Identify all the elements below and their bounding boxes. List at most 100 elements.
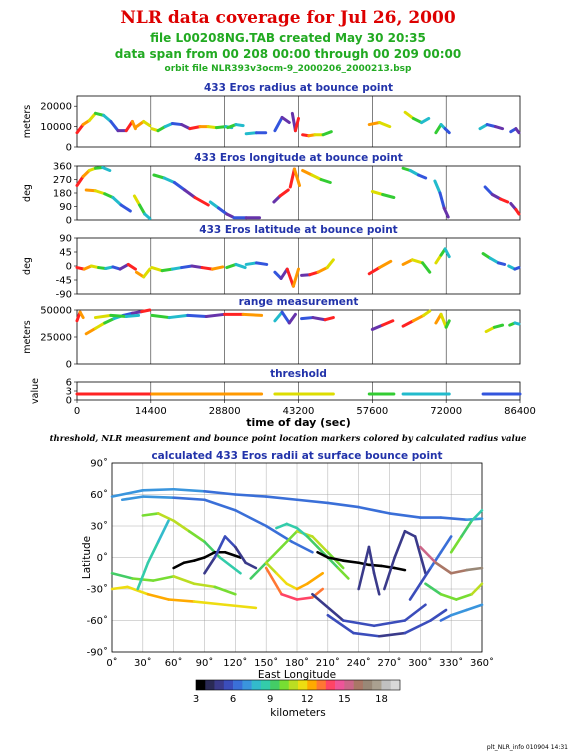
surface-track — [439, 592, 458, 601]
data-segment — [152, 173, 166, 180]
data-segment — [408, 169, 420, 177]
data-segment — [367, 266, 382, 276]
data-segment — [244, 131, 258, 136]
data-segment — [170, 122, 184, 127]
surface-track — [383, 556, 396, 591]
y-axis-label: deg — [22, 257, 33, 275]
map-y-tick-label: 0˚ — [97, 552, 108, 564]
surface-track — [295, 526, 309, 538]
surface-track — [326, 501, 360, 509]
surface-track — [326, 556, 345, 562]
y-tick-label: 3 — [66, 387, 72, 398]
y-tick-label: 45 — [59, 248, 72, 259]
data-segment — [150, 266, 164, 273]
data-segment — [234, 123, 245, 128]
surface-track — [439, 516, 468, 522]
x-axis-label: time of day (sec) — [246, 416, 351, 429]
surface-track — [203, 490, 237, 496]
data-segment — [126, 262, 137, 271]
data-segment — [87, 111, 97, 122]
map-x-tick-label: 90˚ — [196, 657, 214, 669]
surface-track — [465, 603, 484, 612]
data-segment — [444, 319, 451, 329]
map-y-tick-label: -90˚ — [87, 647, 108, 659]
surface-track — [470, 582, 484, 596]
panel-title-1: 433 Eros longitude at bounce point — [194, 152, 403, 164]
surface-track — [311, 535, 330, 554]
surface-track — [264, 545, 283, 565]
surface-track — [146, 592, 170, 601]
colorbar-swatch — [251, 680, 262, 690]
surface-track — [408, 582, 422, 601]
data-segment — [403, 110, 415, 120]
data-segment — [124, 313, 141, 318]
data-segment — [434, 253, 443, 265]
surface-track — [244, 561, 258, 570]
data-segment — [118, 262, 130, 271]
surface-track — [167, 598, 196, 603]
y-tick-label: 0 — [66, 143, 72, 154]
data-segment — [138, 203, 147, 216]
surface-track — [146, 540, 160, 565]
surface-track — [305, 535, 319, 549]
surface-track — [434, 561, 453, 575]
surface-track — [172, 561, 186, 570]
map-x-tick-label: 300˚ — [408, 657, 432, 669]
colorbar-tick-label: 3 — [193, 694, 199, 705]
y-tick-label: 0 — [66, 396, 72, 407]
surface-track — [460, 519, 474, 538]
surface-track — [341, 619, 376, 628]
y-tick-label: 90 — [59, 234, 72, 245]
data-segment — [367, 121, 382, 127]
surface-track — [403, 603, 427, 622]
y-tick-label: 50000 — [40, 306, 72, 317]
data-segment — [254, 261, 269, 266]
data-segment — [411, 313, 426, 323]
colorbar-swatch — [390, 680, 401, 690]
surface-track — [110, 488, 145, 498]
surface-track — [424, 582, 443, 596]
colorbar-tick-label: 6 — [230, 694, 236, 705]
data-segment — [130, 310, 144, 315]
colorbar-tick-label: 9 — [267, 694, 273, 705]
data-segment — [109, 313, 128, 318]
surface-track — [465, 566, 484, 572]
surface-track — [336, 566, 350, 580]
panel-title-3: range measurement — [239, 296, 359, 308]
data-segment — [244, 261, 258, 266]
data-segment — [301, 169, 314, 177]
data-segment — [488, 256, 500, 265]
data-segment — [434, 123, 443, 135]
surface-track — [449, 535, 463, 554]
data-segment — [514, 127, 521, 135]
surface-track — [156, 512, 175, 523]
data-segment — [310, 173, 323, 181]
map-y-axis-label: Latitude — [81, 536, 93, 579]
data-segment — [84, 188, 97, 193]
surface-track — [213, 535, 227, 559]
surface-track — [285, 582, 299, 591]
y-tick-label: 25000 — [40, 333, 72, 344]
surface-track — [182, 559, 196, 565]
colorbar-swatch — [381, 680, 392, 690]
surface-track — [439, 613, 453, 622]
surface-track — [192, 556, 206, 562]
y-axis-label: meters — [22, 105, 33, 139]
data-segment — [483, 185, 494, 196]
data-segment — [280, 115, 291, 125]
surface-track — [470, 508, 484, 523]
y-tick-label: 270 — [53, 175, 72, 186]
data-segment — [292, 167, 302, 187]
surface-track — [275, 522, 289, 530]
data-segment — [416, 173, 428, 180]
surface-track — [372, 619, 407, 628]
colorbar-swatch — [233, 680, 243, 690]
map-x-tick-label: 120˚ — [223, 657, 247, 669]
surface-track — [455, 592, 474, 601]
colorbar-swatch — [298, 680, 308, 690]
page-title: NLR data coverage for Jul 26, 2000 — [120, 8, 456, 28]
data-segment — [319, 178, 332, 184]
x-tick-label: 72000 — [430, 406, 462, 417]
colorbar-label: kilometers — [270, 707, 325, 719]
surface-track — [367, 563, 383, 568]
